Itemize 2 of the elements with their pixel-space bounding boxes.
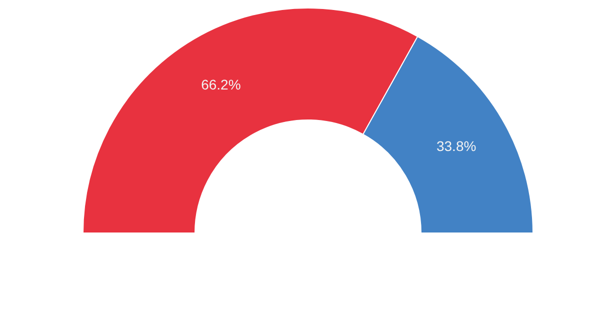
data-label: 66.2% [201,76,241,93]
data-label: 33.8% [436,138,476,154]
